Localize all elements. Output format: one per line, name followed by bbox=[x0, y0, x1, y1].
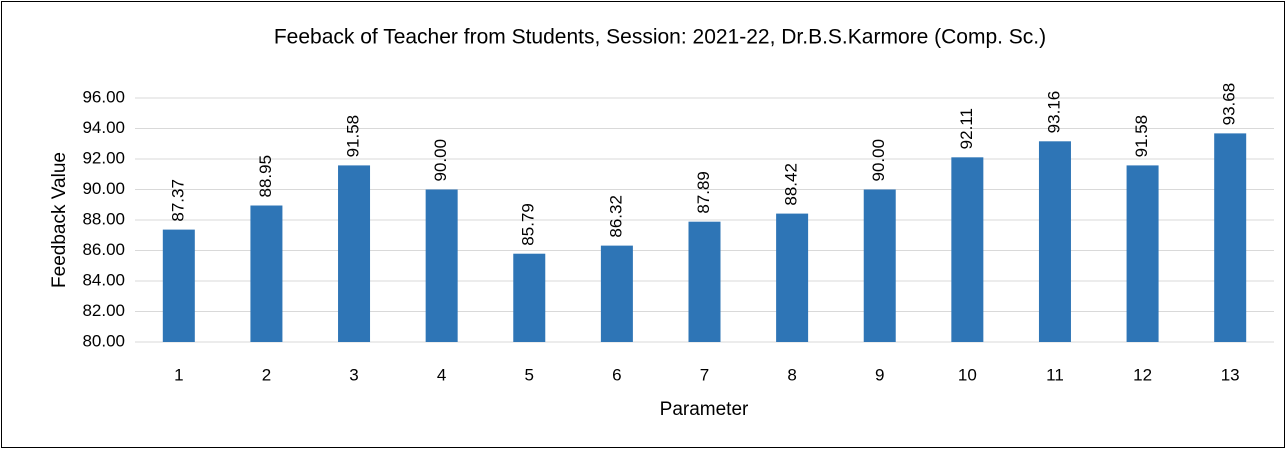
x-tick-label: 13 bbox=[1221, 365, 1240, 384]
y-tick-label: 84.00 bbox=[82, 270, 125, 289]
x-tick-label: 6 bbox=[612, 365, 621, 384]
x-tick-label: 1 bbox=[174, 365, 183, 384]
data-label: 90.00 bbox=[869, 139, 888, 182]
x-tick-label: 8 bbox=[787, 365, 796, 384]
bar bbox=[951, 157, 984, 342]
bar bbox=[1214, 133, 1247, 342]
data-label: 91.58 bbox=[1132, 115, 1151, 158]
y-axis-title: Feedback Value bbox=[49, 152, 70, 288]
x-tick-label: 2 bbox=[262, 365, 271, 384]
bar bbox=[863, 189, 896, 342]
x-tick-label: 7 bbox=[700, 365, 709, 384]
data-label: 92.11 bbox=[957, 108, 976, 149]
bar bbox=[162, 229, 195, 342]
y-tick-label: 90.00 bbox=[82, 179, 125, 198]
bar bbox=[600, 245, 633, 342]
x-tick-label: 4 bbox=[437, 365, 446, 384]
bar bbox=[1126, 165, 1159, 342]
x-tick-label: 11 bbox=[1046, 365, 1064, 384]
bar bbox=[688, 221, 721, 342]
data-label: 87.89 bbox=[694, 171, 713, 214]
bar bbox=[776, 213, 809, 342]
data-label: 90.00 bbox=[431, 139, 450, 182]
data-label: 91.58 bbox=[344, 115, 363, 158]
data-label: 88.95 bbox=[256, 155, 275, 198]
data-label: 88.42 bbox=[782, 163, 801, 206]
y-tick-label: 96.00 bbox=[82, 87, 125, 106]
bar bbox=[513, 253, 546, 342]
y-tick-label: 80.00 bbox=[82, 331, 125, 350]
x-tick-label: 12 bbox=[1133, 365, 1152, 384]
y-tick-label: 88.00 bbox=[82, 209, 125, 228]
data-label: 93.68 bbox=[1220, 83, 1239, 126]
y-tick-label: 92.00 bbox=[82, 148, 125, 167]
bar bbox=[338, 165, 371, 342]
x-tick-label: 5 bbox=[525, 365, 534, 384]
y-tick-label: 86.00 bbox=[82, 240, 125, 259]
x-tick-label: 10 bbox=[958, 365, 977, 384]
data-label: 87.37 bbox=[168, 179, 187, 222]
chart-title: Feeback of Teacher from Students, Sessio… bbox=[274, 26, 1046, 49]
bar bbox=[250, 205, 283, 342]
data-label: 85.79 bbox=[519, 203, 538, 246]
bar bbox=[1038, 141, 1071, 342]
x-axis-title: Parameter bbox=[660, 399, 749, 420]
data-label: 86.32 bbox=[606, 195, 625, 238]
x-tick-label: 9 bbox=[875, 365, 884, 384]
bar bbox=[425, 189, 458, 342]
x-tick-label: 3 bbox=[349, 365, 358, 384]
y-tick-label: 82.00 bbox=[82, 301, 125, 320]
y-tick-label: 94.00 bbox=[82, 118, 125, 137]
data-label: 93.16 bbox=[1044, 91, 1063, 134]
